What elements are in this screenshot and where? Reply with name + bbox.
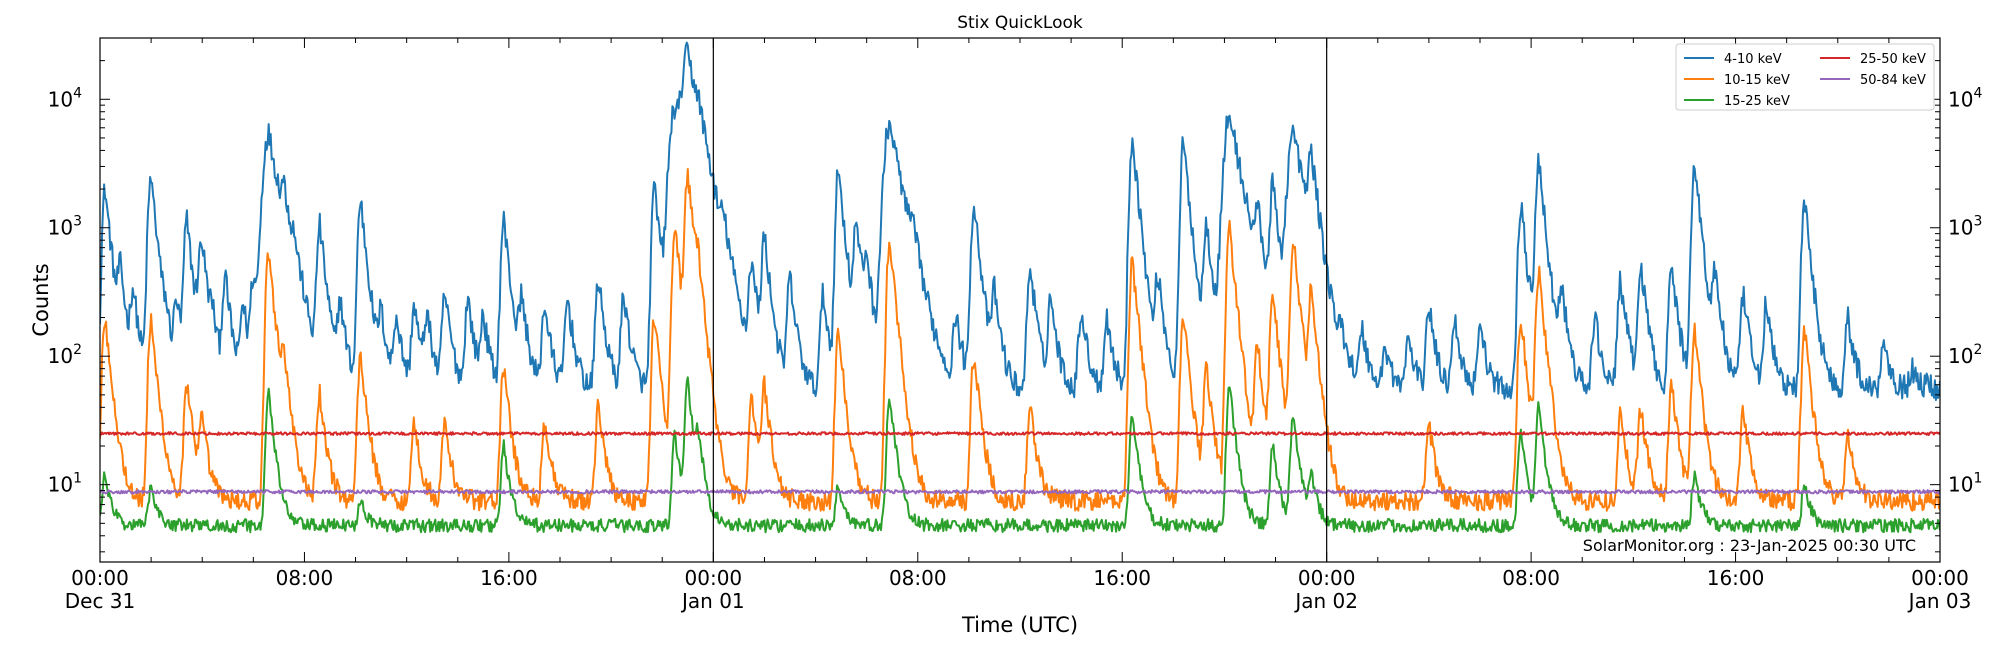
y-tick-label: 102 (48, 342, 82, 368)
series-layer (100, 41, 1940, 534)
series-line-15-25-kev (100, 376, 1940, 534)
y-tick-label: 103 (48, 214, 82, 240)
x-tick-label: 08:00 (889, 566, 947, 590)
y-tick-label: 101 (48, 471, 82, 497)
y-axis-label: Counts (29, 263, 53, 336)
x-tick-label: 08:00 (276, 566, 334, 590)
series-line-50-84-kev (100, 489, 1940, 495)
chart-title: Stix QuickLook (957, 13, 1083, 33)
y-tick-label: 103 (1948, 214, 1982, 240)
solarmonitor-annotation: SolarMonitor.org : 23-Jan-2025 00:30 UTC (1583, 536, 1916, 555)
series-line-25-50-kev (100, 431, 1940, 436)
x-tick-label: 16:00 (1707, 566, 1765, 590)
legend-label-4-10-kev: 4-10 keV (1724, 52, 1782, 67)
legend: 4-10 keV 10-15 keV 15-25 keV 25-50 keV 50-84… (1675, 43, 1935, 111)
x-tick-date-label: Dec 31 (65, 589, 136, 613)
x-tick-label: 00:00 (1911, 566, 1969, 590)
legend-label-50-84-kev: 50-84 keV (1860, 73, 1926, 88)
legend-box (1675, 43, 1935, 111)
x-tick-label: 08:00 (1502, 566, 1560, 590)
y-axis: 101 101 102 102 103 103 104 104 (48, 37, 1982, 553)
x-tick-label: 00:00 (1298, 566, 1356, 590)
y-tick-label: 104 (1948, 85, 1982, 111)
x-tick-date-label: Jan 03 (1907, 589, 1972, 613)
x-tick-date-label: Jan 01 (680, 589, 745, 613)
x-tick-label: 00:00 (685, 566, 743, 590)
x-axis-label: Time (UTC) (961, 613, 1078, 637)
x-tick-label: 16:00 (480, 566, 538, 590)
day-boundary-layer (712, 38, 1328, 562)
legend-label-10-15-kev: 10-15 keV (1724, 73, 1790, 88)
x-tick-date-label: Jan 02 (1293, 589, 1358, 613)
x-tick-label: 00:00 (71, 566, 129, 590)
y-tick-label: 101 (1948, 471, 1982, 497)
legend-label-15-25-kev: 15-25 keV (1724, 94, 1790, 109)
legend-label-25-50-kev: 25-50 keV (1860, 52, 1926, 67)
series-line-4-10-kev (100, 41, 1940, 402)
y-tick-label: 104 (48, 85, 82, 111)
y-tick-label: 102 (1948, 342, 1982, 368)
x-tick-label: 16:00 (1093, 566, 1151, 590)
series-line-10-15-kev (100, 168, 1940, 512)
